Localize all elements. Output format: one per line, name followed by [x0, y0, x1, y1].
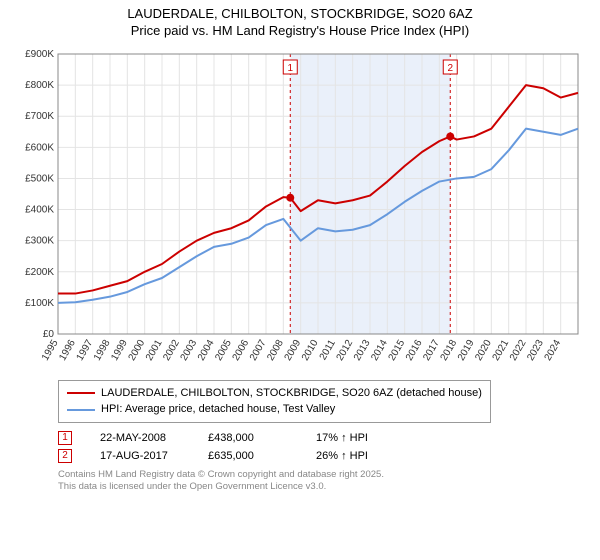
chart-title: LAUDERDALE, CHILBOLTON, STOCKBRIDGE, SO2… — [10, 6, 590, 40]
chart-area: £0 £100K £200K £300K £400K £500K £600K £700K £80… — [10, 44, 590, 374]
svg-text:£100K: £100K — [25, 298, 54, 309]
legend-item-hpi: HPI: Average price, detached house, Test… — [67, 401, 482, 418]
svg-text:£700K: £700K — [25, 111, 54, 122]
footnote: Contains HM Land Registry data © Crown c… — [58, 469, 590, 494]
legend-swatch-2 — [67, 409, 95, 411]
sale-price: £438,000 — [208, 432, 288, 444]
sale-date: 17-AUG-2017 — [100, 450, 180, 462]
sale-price: £635,000 — [208, 450, 288, 462]
legend-swatch-1 — [67, 392, 95, 394]
title-line-2: Price paid vs. HM Land Registry's House … — [131, 23, 469, 38]
marker-badge-2: 2 — [58, 449, 72, 463]
sale-delta: 17% ↑ HPI — [316, 432, 396, 444]
svg-text:£500K: £500K — [25, 173, 54, 184]
marker-badge-1: 1 — [58, 431, 72, 445]
legend-item-property: LAUDERDALE, CHILBOLTON, STOCKBRIDGE, SO2… — [67, 385, 482, 402]
sales-table: 1 22-MAY-2008 £438,000 17% ↑ HPI 2 17-AU… — [58, 429, 590, 465]
legend: LAUDERDALE, CHILBOLTON, STOCKBRIDGE, SO2… — [58, 380, 491, 423]
line-chart: £0 £100K £200K £300K £400K £500K £600K £700K £80… — [10, 44, 590, 374]
svg-text:£300K: £300K — [25, 235, 54, 246]
table-row: 2 17-AUG-2017 £635,000 26% ↑ HPI — [58, 447, 590, 465]
footnote-line-2: This data is licensed under the Open Gov… — [58, 481, 326, 492]
table-row: 1 22-MAY-2008 £438,000 17% ↑ HPI — [58, 429, 590, 447]
sale-date: 22-MAY-2008 — [100, 432, 180, 444]
svg-text:1: 1 — [287, 63, 293, 74]
svg-text:2: 2 — [447, 63, 453, 74]
svg-text:£200K: £200K — [25, 267, 54, 278]
svg-text:£900K: £900K — [25, 49, 54, 60]
title-line-1: LAUDERDALE, CHILBOLTON, STOCKBRIDGE, SO2… — [127, 6, 472, 21]
sale-delta: 26% ↑ HPI — [316, 450, 396, 462]
svg-text:£600K: £600K — [25, 142, 54, 153]
svg-text:£800K: £800K — [25, 80, 54, 91]
svg-text:£0: £0 — [43, 329, 55, 340]
svg-text:£400K: £400K — [25, 204, 54, 215]
footnote-line-1: Contains HM Land Registry data © Crown c… — [58, 469, 384, 480]
legend-label-2: HPI: Average price, detached house, Test… — [101, 401, 335, 418]
legend-label-1: LAUDERDALE, CHILBOLTON, STOCKBRIDGE, SO2… — [101, 385, 482, 402]
